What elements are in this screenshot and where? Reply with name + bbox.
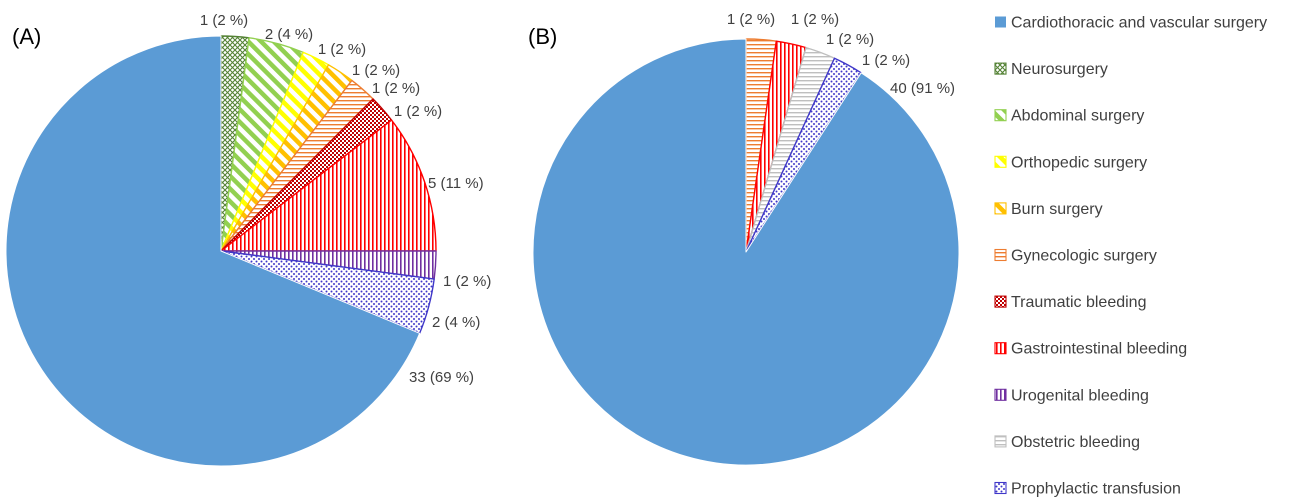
legend-swatch-burn-surgery bbox=[994, 202, 1007, 215]
legend-label-cardiothoracic-and-vascular-surgery: Cardiothoracic and vascular surgery bbox=[1011, 15, 1267, 32]
legend-swatch-abdominal-surgery bbox=[994, 109, 1007, 122]
legend-item-cardiothoracic-and-vascular-surgery: Cardiothoracic and vascular surgery bbox=[995, 15, 1267, 32]
legend-label-traumatic-bleeding: Traumatic bleeding bbox=[1011, 294, 1146, 311]
legend-swatch-prophylactic-transfusion bbox=[994, 481, 1007, 495]
pie-slice-b-cardiothoracic-and-vascular-surgery bbox=[532, 38, 960, 466]
panel-label-a: (A) bbox=[12, 24, 41, 49]
legend-swatch-gynecologic-surgery bbox=[994, 248, 1007, 262]
legend-item-orthopedic-surgery: Orthopedic surgery bbox=[994, 154, 1147, 171]
legend-item-gynecologic-surgery: Gynecologic surgery bbox=[994, 248, 1157, 265]
legend-item-burn-surgery: Burn surgery bbox=[994, 201, 1103, 218]
legend-item-urogenital-bleeding: Urogenital bleeding bbox=[994, 387, 1149, 404]
legend-item-obstetric-bleeding: Obstetric bleeding bbox=[994, 434, 1140, 451]
legend-swatch-traumatic-bleeding bbox=[994, 295, 1007, 308]
legend-item-prophylactic-transfusion: Prophylactic transfusion bbox=[994, 481, 1181, 498]
legend-swatch-orthopedic-surgery bbox=[994, 155, 1007, 168]
data-label-a-urogenital-bleeding: 1 (2 %) bbox=[443, 273, 491, 290]
pie-chart-a: (A) 1 (2 %)2 (4 %)1 (2 %)1 (2 %)1 (2 %)1… bbox=[5, 12, 492, 467]
legend-item-gastrointestinal-bleeding: Gastrointestinal bleeding bbox=[994, 341, 1187, 358]
legend-label-burn-surgery: Burn surgery bbox=[1011, 201, 1103, 218]
legend-swatch-obstetric-bleeding bbox=[994, 435, 1007, 448]
legend-swatch-urogenital-bleeding bbox=[994, 388, 1007, 401]
legend-label-gastrointestinal-bleeding: Gastrointestinal bleeding bbox=[1011, 341, 1187, 358]
legend: Cardiothoracic and vascular surgery Neuro… bbox=[994, 15, 1267, 498]
data-label-a-burn-surgery: 1 (2 %) bbox=[352, 62, 400, 79]
data-label-a-orthopedic-surgery: 1 (2 %) bbox=[318, 41, 366, 58]
data-label-a-cardiothoracic-and-vascular-surgery: 33 (69 %) bbox=[409, 369, 474, 386]
legend-label-neurosurgery: Neurosurgery bbox=[1011, 61, 1108, 78]
legend-label-prophylactic-transfusion: Prophylactic transfusion bbox=[1011, 481, 1181, 498]
legend-label-orthopedic-surgery: Orthopedic surgery bbox=[1011, 154, 1147, 171]
legend-label-abdominal-surgery: Abdominal surgery bbox=[1011, 108, 1144, 125]
legend-item-abdominal-surgery: Abdominal surgery bbox=[994, 108, 1144, 125]
data-label-a-gynecologic-surgery: 1 (2 %) bbox=[372, 80, 420, 97]
data-label-a-prophylactic-transfusion: 2 (4 %) bbox=[432, 314, 480, 331]
legend-label-obstetric-bleeding: Obstetric bleeding bbox=[1011, 434, 1140, 451]
pie-slice-a-cardiothoracic-and-vascular-surgery bbox=[5, 35, 421, 467]
pie-slices-a bbox=[5, 35, 437, 467]
data-label-b-obstetric-bleeding: 1 (2 %) bbox=[826, 31, 874, 48]
data-label-a-neurosurgery: 1 (2 %) bbox=[200, 12, 248, 29]
legend-label-gynecologic-surgery: Gynecologic surgery bbox=[1011, 248, 1157, 265]
pie-chart-b: (B) 1 (2 %) 1 (2 %) 1 (2 %) 1 (2 %) 40 (91 %… bbox=[528, 11, 960, 466]
data-label-b-cardiothoracic-and-vascular-surgery: 40 (91 %) bbox=[890, 80, 955, 97]
data-labels-a: 1 (2 %)2 (4 %)1 (2 %)1 (2 %)1 (2 %)1 (2 … bbox=[200, 12, 492, 386]
pie-slice-a-gastrointestinal-bleeding bbox=[220, 119, 437, 252]
data-label-a-abdominal-surgery: 2 (4 %) bbox=[265, 26, 313, 43]
data-label-b-prophylactic-transfusion: 1 (2 %) bbox=[862, 52, 910, 69]
data-label-b-gastrointestinal-bleeding: 1 (2 %) bbox=[791, 11, 839, 28]
data-label-b-gynecologic-surgery: 1 (2 %) bbox=[727, 11, 775, 28]
data-label-a-traumatic-bleeding: 1 (2 %) bbox=[394, 103, 442, 120]
legend-swatch-cardiothoracic-and-vascular-surgery bbox=[995, 16, 1006, 28]
legend-swatch-gastrointestinal-bleeding bbox=[994, 342, 1007, 355]
data-labels-b: 1 (2 %) 1 (2 %) 1 (2 %) 1 (2 %) 40 (91 %) bbox=[727, 11, 955, 97]
legend-item-traumatic-bleeding: Traumatic bleeding bbox=[994, 294, 1146, 311]
panel-label-b: (B) bbox=[528, 24, 557, 49]
data-label-a-gastrointestinal-bleeding: 5 (11 %) bbox=[428, 175, 484, 192]
legend-swatch-neurosurgery bbox=[994, 62, 1007, 75]
pie-slices-b bbox=[532, 38, 960, 466]
legend-label-urogenital-bleeding: Urogenital bleeding bbox=[1011, 387, 1149, 404]
legend-item-neurosurgery: Neurosurgery bbox=[994, 61, 1108, 78]
